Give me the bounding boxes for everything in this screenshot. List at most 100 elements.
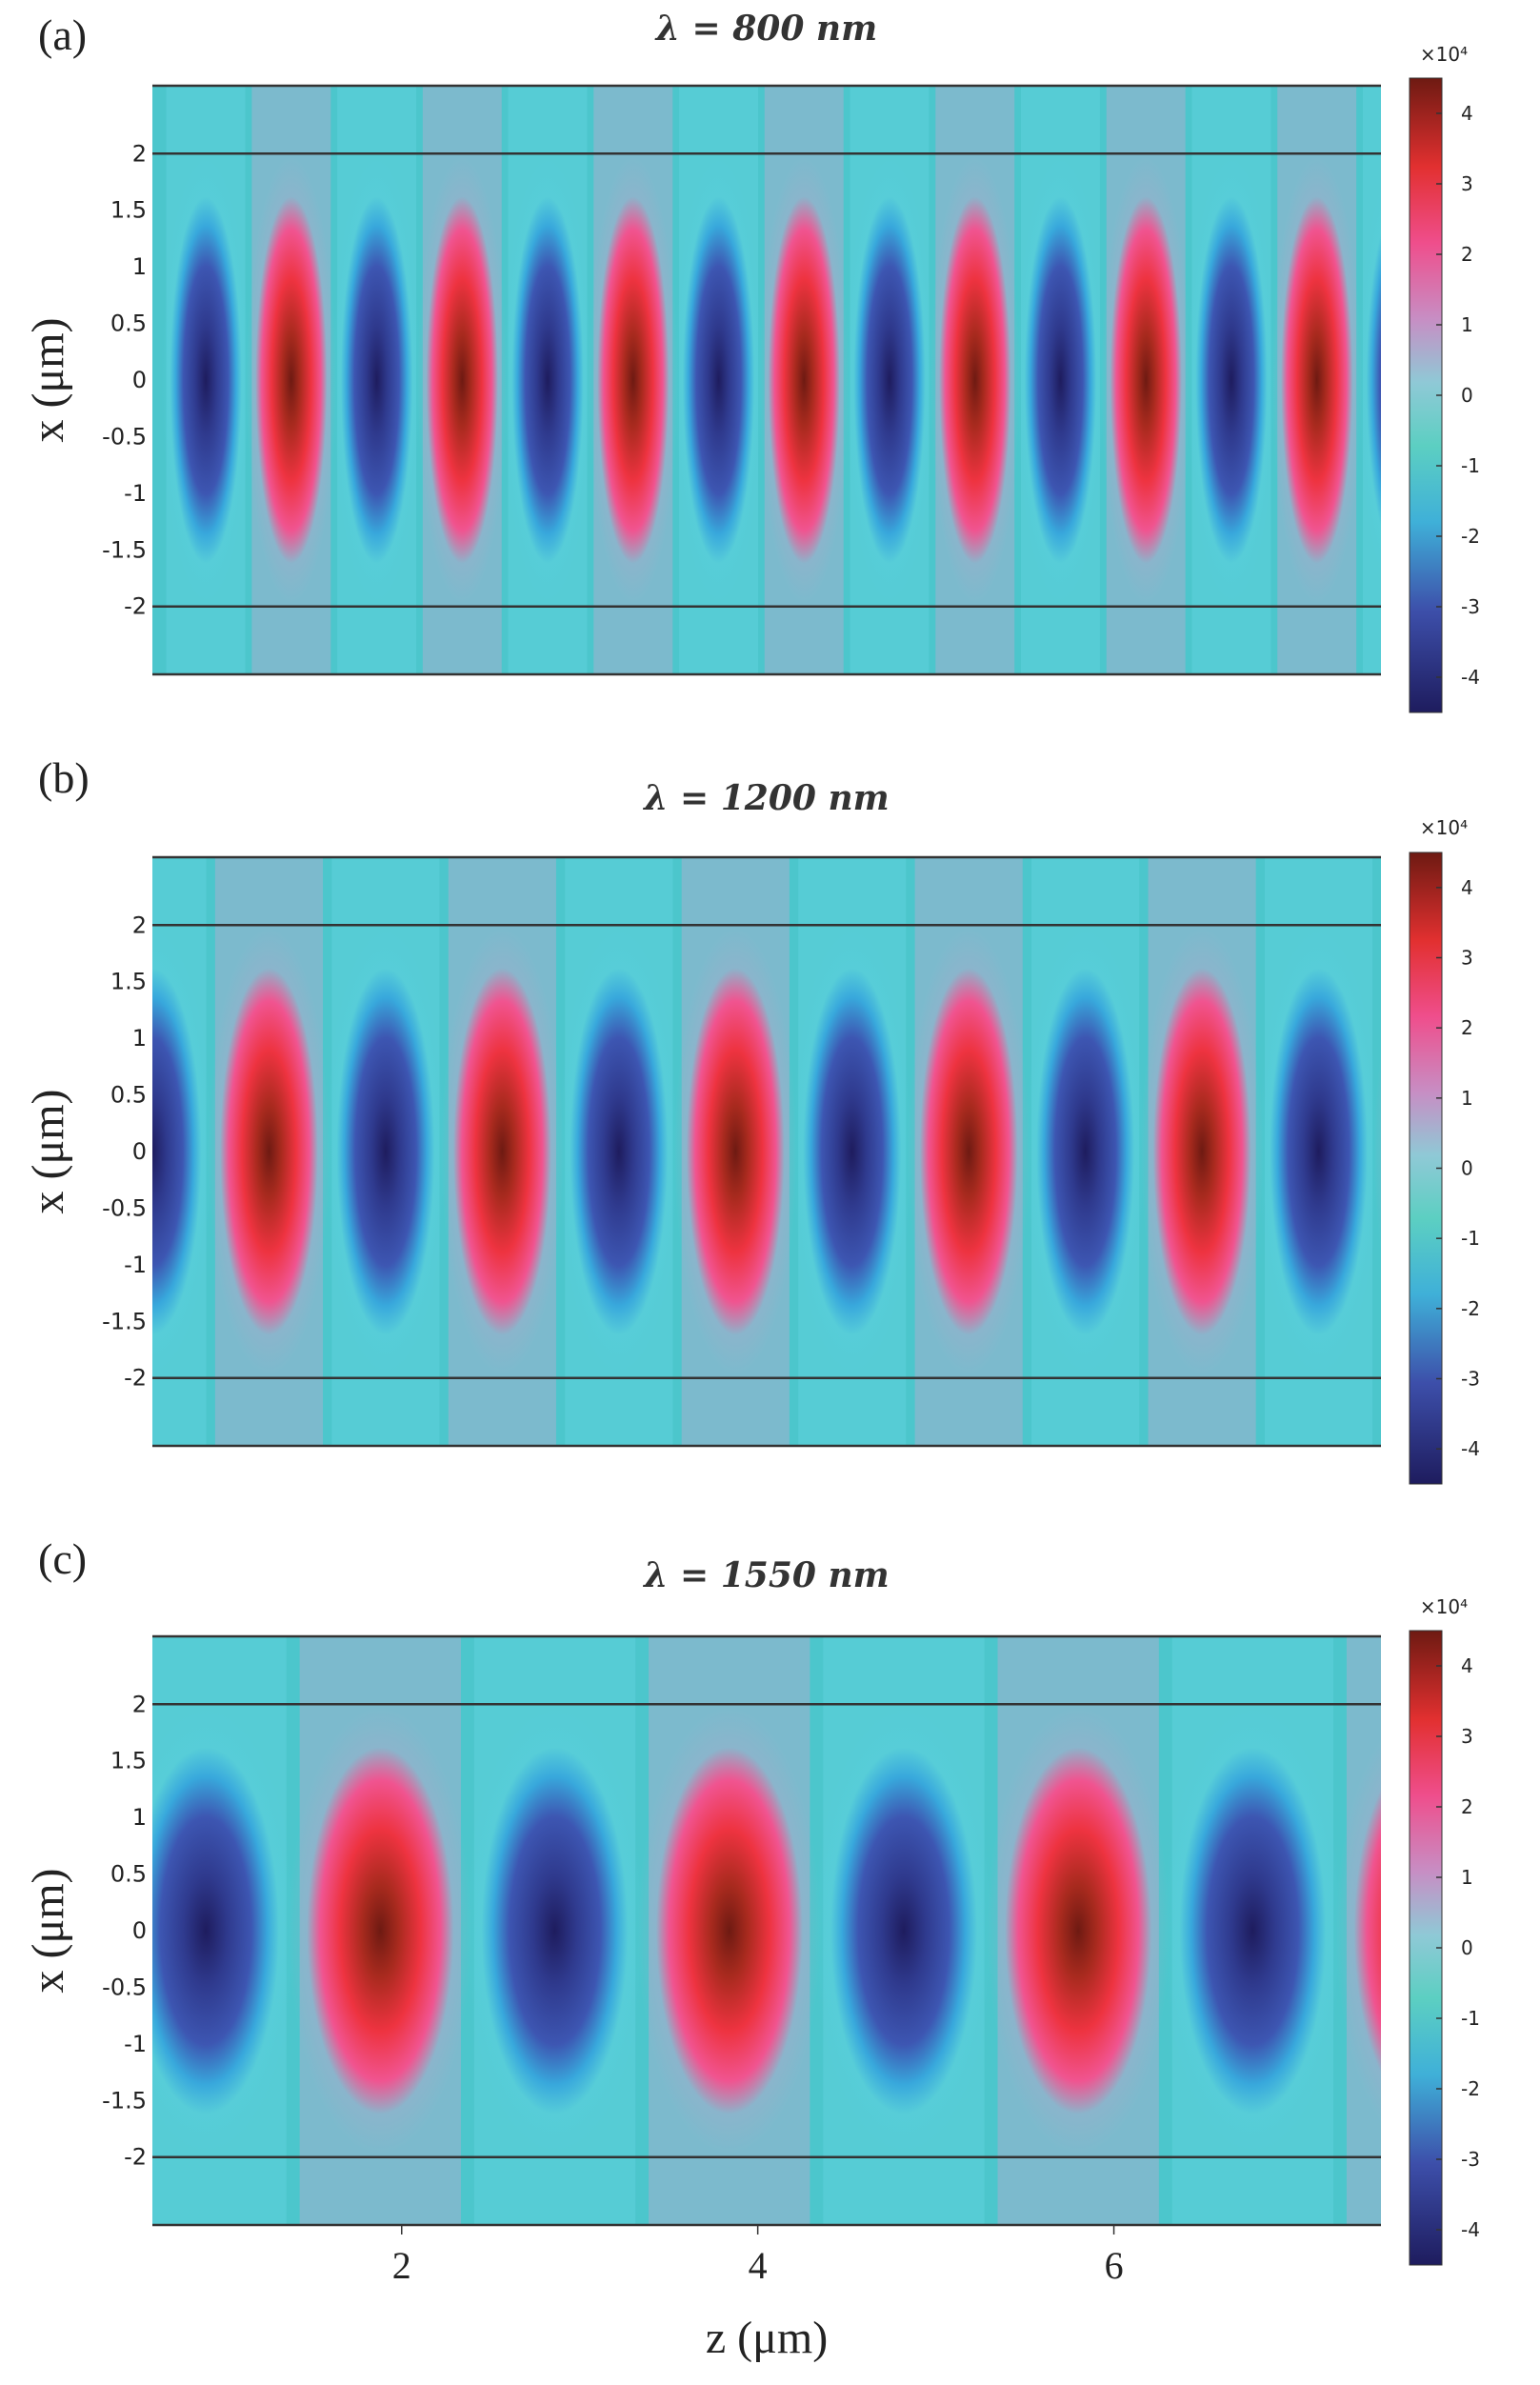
negative-lobe (1024, 196, 1097, 564)
positive-lobe (686, 968, 785, 1335)
y-tick-label: 1 (132, 1804, 147, 1831)
negative-lobe (336, 968, 435, 1335)
colorbar-tick-label: 2 (1461, 1795, 1473, 1818)
colorbar-multiplier: ×10⁴ (1420, 816, 1468, 839)
y-tick-label: 1 (132, 253, 147, 280)
negative-lobe (853, 196, 926, 564)
y-tick-label: 2 (132, 912, 147, 938)
colorbar-tick-label: 4 (1461, 102, 1473, 125)
y-tick-label: -1.5 (102, 536, 147, 563)
y-tick-label: 0.5 (110, 1082, 147, 1109)
y-tick-label: 1.5 (110, 1748, 147, 1774)
colorbar-multiplier: ×10⁴ (1420, 43, 1468, 66)
colorbar-tick-label: 0 (1461, 384, 1473, 407)
y-tick-label: 1 (132, 1025, 147, 1052)
colorbar-tick-label: -2 (1461, 1297, 1480, 1320)
colorbar-tick-label: -3 (1461, 595, 1480, 618)
colorbar-tick-label: -1 (1461, 1227, 1480, 1250)
y-tick-label: 2 (132, 1691, 147, 1717)
panel-title: λ = 1550 nm (642, 1555, 889, 1595)
positive-lobe (426, 196, 498, 564)
colorbar-tick-label: 1 (1461, 1087, 1473, 1110)
negative-lobe (340, 196, 413, 564)
x-tick-label: 6 (1105, 2244, 1124, 2287)
negative-lobe (152, 968, 202, 1335)
colorbar: 4 3 2 1 0 -1 -2 -3 -4 ×10⁴ (1409, 816, 1480, 1485)
positive-lobe (597, 196, 670, 564)
positive-lobe (768, 196, 840, 564)
negative-lobe (152, 1747, 280, 2114)
field-lobes (160, 86, 1381, 674)
negative-lobe (511, 196, 584, 564)
y-axis-label: x (μm) (23, 1089, 73, 1213)
colorbar-tick-label: 0 (1461, 1936, 1473, 1959)
y-tick-label: -2 (124, 593, 147, 620)
y-tick-label: -2 (124, 1365, 147, 1392)
colorbar-tick-label: 1 (1461, 1866, 1473, 1889)
negative-lobe (570, 968, 669, 1335)
positive-lobe (1110, 196, 1182, 564)
positive-lobe (220, 968, 318, 1335)
y-axis-label: x (μm) (23, 1868, 73, 1993)
panel-title: λ = 800 nm (654, 9, 877, 49)
positive-lobe (655, 1747, 803, 2114)
y-tick-label: -1 (124, 480, 147, 507)
positive-lobe (307, 1747, 454, 2114)
field-lobes (152, 857, 1381, 1446)
y-axis-label: x (μm) (23, 317, 73, 442)
colorbar-tick-label: 3 (1461, 1725, 1473, 1748)
negative-lobe (830, 1747, 977, 2114)
x-tick-label: 2 (392, 2244, 411, 2287)
colorbar-tick-label: 0 (1461, 1157, 1473, 1180)
colorbar-tick-label: -4 (1461, 666, 1480, 689)
y-tick-label: 1.5 (110, 197, 147, 224)
negative-lobe (481, 1747, 629, 2114)
positive-lobe (255, 196, 328, 564)
y-tick-label: -0.5 (102, 1974, 147, 2000)
y-tick-label: 0.5 (110, 311, 147, 337)
negative-lobe (803, 968, 902, 1335)
colorbar-tick-label: -4 (1461, 2218, 1480, 2241)
positive-lobe (919, 968, 1018, 1335)
y-tick-label: -0.5 (102, 1194, 147, 1221)
y-tick-label: -0.5 (102, 423, 147, 450)
panel-1: 2 1.5 1 0.5 0 -0.5 -1 -1.5 -2 x (μm) (a) λ = 800 nm… (23, 9, 1480, 713)
panel-3: 2 1.5 1 0.5 0 -0.5 -1 -1.5 -2 x (μm) (c) λ = 1550 n… (23, 1534, 1480, 2363)
colorbar-tick-label: -2 (1461, 2077, 1480, 2100)
colorbar-tick-label: -1 (1461, 2007, 1480, 2030)
negative-lobe (1270, 968, 1368, 1335)
negative-lobe (170, 196, 242, 564)
panel-2: 2 1.5 1 0.5 0 -0.5 -1 -1.5 -2 x (μm) (b) λ = 1200 n… (23, 753, 1480, 1485)
positive-lobe (939, 196, 1011, 564)
y-tick-label: 2 (132, 140, 147, 167)
colorbar-tick-label: 3 (1461, 947, 1473, 970)
colorbar: 4 3 2 1 0 -1 -2 -3 -4 ×10⁴ (1409, 43, 1480, 713)
panel-label: (a) (38, 10, 87, 59)
positive-lobe (1281, 196, 1353, 564)
y-tick-label: 0 (132, 367, 147, 393)
colorbar-tick-label: 2 (1461, 243, 1473, 266)
negative-lobe (1195, 196, 1268, 564)
positive-lobe (1005, 1747, 1152, 2114)
colorbar-tick-label: 4 (1461, 1654, 1473, 1677)
y-tick-label: 0.5 (110, 1861, 147, 1888)
panel-label: (b) (38, 753, 90, 802)
colorbar-tick-label: -3 (1461, 1368, 1480, 1391)
negative-lobe (1366, 232, 1381, 528)
positive-lobe (1353, 1788, 1381, 2074)
x-axis-label: z (μm) (706, 2313, 828, 2363)
y-tick-label: 0 (132, 1138, 147, 1165)
field-lobes (152, 1636, 1381, 2225)
colorbar-tick-label: -4 (1461, 1437, 1480, 1460)
negative-lobe (1036, 968, 1135, 1335)
x-tick-label: 4 (749, 2244, 768, 2287)
colorbar-tick-label: -1 (1461, 454, 1480, 477)
positive-lobe (1152, 968, 1251, 1335)
field-halo (1373, 1048, 1381, 1255)
colorbar-tick-label: 1 (1461, 313, 1473, 336)
colorbar-multiplier: ×10⁴ (1420, 1595, 1468, 1618)
y-tick-label: -1 (124, 2031, 147, 2057)
colorbar-tick-label: -2 (1461, 525, 1480, 548)
y-tick-label: 0 (132, 1917, 147, 1944)
colorbar-tick-label: -3 (1461, 2148, 1480, 2171)
